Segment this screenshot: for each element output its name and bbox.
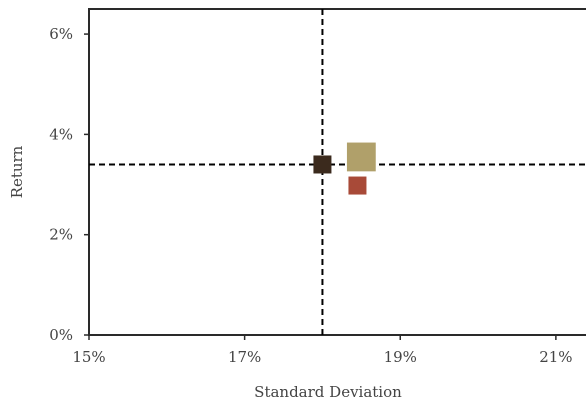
x-tick-label-0: 15% — [72, 348, 105, 366]
y-axis-ticks: 0% 2% 4% 6% — [49, 25, 89, 344]
x-axis-ticks: 15% 17% 19% 21% — [72, 335, 573, 366]
x-tick-label-3: 21% — [539, 348, 572, 366]
y-tick-label-3: 6% — [49, 25, 73, 43]
x-tick-label-2: 19% — [384, 348, 417, 366]
data-point-2 — [346, 142, 376, 172]
y-tick-label-0: 0% — [49, 326, 73, 344]
plot-frame — [88, 8, 586, 336]
x-tick-label-1: 17% — [228, 348, 261, 366]
data-points — [313, 142, 376, 195]
reference-lines — [89, 9, 586, 335]
y-tick-label-2: 4% — [49, 125, 73, 143]
data-point-3 — [348, 176, 367, 195]
x-axis-title: Standard Deviation — [254, 383, 402, 401]
y-axis-title: Return — [8, 145, 26, 198]
y-tick-label-1: 2% — [49, 226, 73, 244]
data-point-1 — [313, 155, 332, 174]
